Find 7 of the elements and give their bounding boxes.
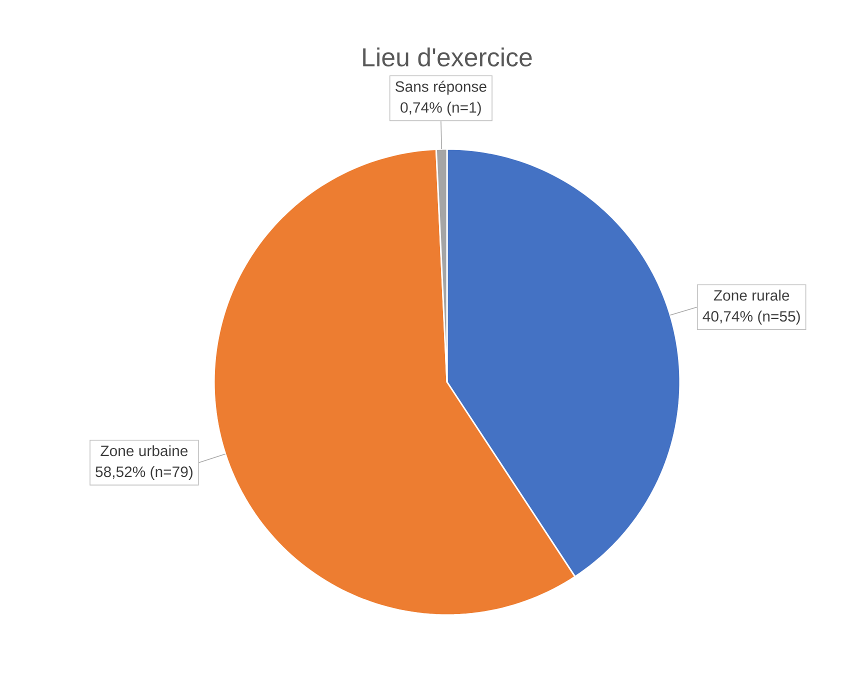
slice-label: Zone urbaine: [100, 445, 188, 456]
data-label: 40,74% (n=55): [702, 310, 800, 325]
slice-label: Zone rurale: [714, 290, 790, 301]
data-label: 58,52% (n=79): [96, 466, 192, 480]
slice-label: Sans réponse: [396, 80, 486, 95]
data-label: 0,74% (n=1): [400, 102, 481, 116]
chart-title: Lieu d'exercice: [363, 47, 532, 66]
